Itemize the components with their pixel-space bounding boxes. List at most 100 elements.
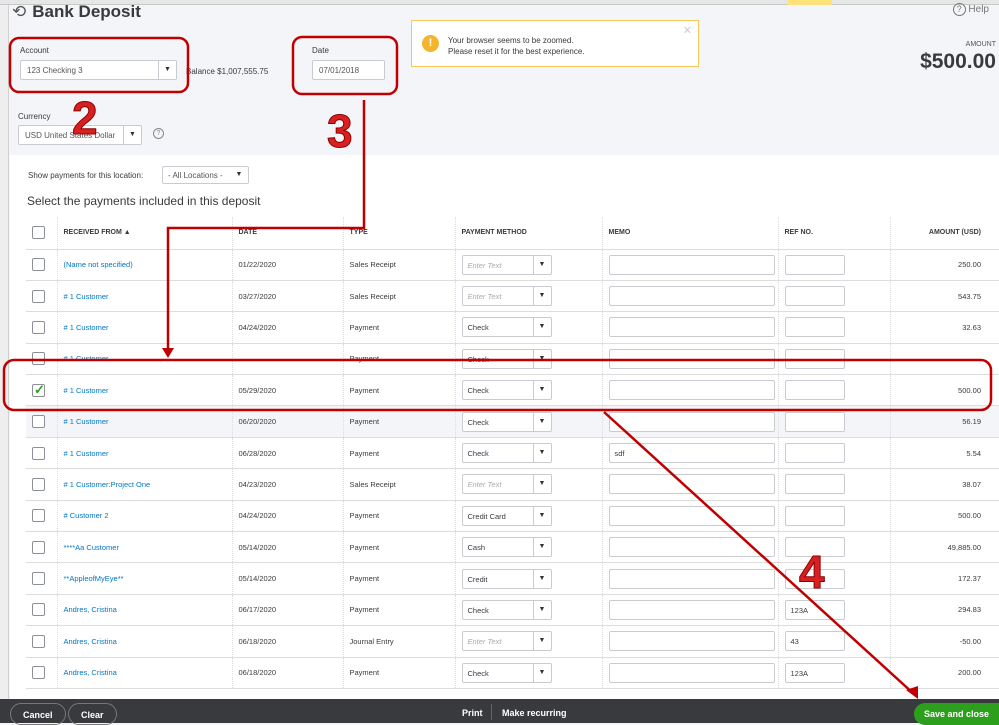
date-input[interactable]: 07/01/2018	[312, 60, 385, 80]
payment-method-select[interactable]: Enter Text ▼	[461, 286, 552, 307]
ref-no-input[interactable]	[784, 505, 845, 526]
ref-no-input[interactable]: 123A	[784, 599, 845, 620]
row-checkbox[interactable]	[32, 666, 45, 680]
close-icon[interactable]: ✕	[682, 25, 692, 37]
col-memo[interactable]: MEMO	[602, 217, 779, 250]
payment-method-select[interactable]: Cash ▼	[461, 537, 552, 558]
table-row[interactable]: # 1 Customer 04/24/2020 Payment Check ▼ 3…	[26, 311, 999, 344]
col-date[interactable]: DATE	[232, 217, 344, 250]
received-from-link[interactable]: (Name not specified)	[63, 260, 133, 270]
table-row[interactable]: # 1 Customer 06/20/2020 Payment Check ▼ 5…	[26, 405, 999, 438]
ref-no-input[interactable]: 43	[784, 631, 845, 652]
make-recurring-button[interactable]: Make recurring	[502, 708, 567, 718]
history-icon[interactable]: ⟲	[12, 2, 27, 21]
memo-input[interactable]	[608, 254, 775, 275]
received-from-link[interactable]: # 1 Customer	[63, 291, 109, 301]
chevron-down-icon[interactable]: ▼	[532, 349, 551, 368]
table-row[interactable]: # 1 Customer Payment Check ▼	[26, 343, 999, 376]
table-row[interactable]: (Name not specified) 01/22/2020 Sales Re…	[26, 249, 999, 281]
received-from-link[interactable]: ****Aa Customer	[63, 542, 119, 552]
chevron-down-icon[interactable]: ▼	[532, 569, 551, 588]
ref-no-input[interactable]	[784, 380, 845, 401]
table-row[interactable]: # 1 Customer 03/27/2020 Sales Receipt En…	[26, 280, 999, 313]
received-from-link[interactable]: # 1 Customer	[63, 354, 109, 364]
payment-method-select[interactable]: Check ▼	[461, 317, 552, 338]
received-from-link[interactable]: # 1 Customer:Project One	[63, 479, 151, 489]
table-row[interactable]: # 1 Customer 06/28/2020 Payment Check ▼ s…	[26, 437, 999, 470]
row-checkbox[interactable]	[32, 258, 45, 272]
chevron-down-icon[interactable]: ▼	[532, 444, 551, 463]
chevron-down-icon[interactable]: ▼	[235, 171, 243, 178]
chevron-down-icon[interactable]: ▼	[532, 255, 551, 274]
print-button[interactable]: Print	[462, 708, 483, 718]
row-checkbox[interactable]	[32, 634, 45, 648]
currency-select[interactable]: USD United States Dollar ▼	[18, 125, 142, 145]
payment-method-select[interactable]: Check ▼	[461, 411, 552, 432]
chevron-down-icon[interactable]: ▼	[158, 61, 176, 79]
received-from-link[interactable]: # 1 Customer	[63, 448, 109, 458]
payment-method-select[interactable]: Check ▼	[461, 380, 552, 401]
help-circle-icon[interactable]: ?	[153, 128, 164, 139]
col-payment-method[interactable]: PAYMENT METHOD	[455, 217, 603, 250]
received-from-link[interactable]: # 1 Customer	[63, 385, 109, 395]
ref-no-input[interactable]	[784, 537, 845, 558]
memo-input[interactable]	[608, 631, 775, 652]
memo-input[interactable]: sdf	[608, 443, 775, 464]
account-select[interactable]: 123 Checking 3 ▼	[20, 60, 177, 80]
col-type[interactable]: TYPE	[343, 217, 456, 250]
table-row[interactable]: **AppleofMyEye** 05/14/2020 Payment Cred…	[26, 562, 999, 595]
ref-no-input[interactable]	[784, 254, 845, 275]
table-row[interactable]: # 1 Customer 05/29/2020 Payment Check ▼ 5…	[26, 374, 999, 407]
chevron-down-icon[interactable]: ▼	[532, 381, 551, 400]
row-checkbox[interactable]	[32, 320, 45, 334]
memo-input[interactable]	[608, 474, 775, 495]
memo-input[interactable]	[608, 317, 775, 338]
payment-method-select[interactable]: Credit ▼	[461, 568, 552, 589]
col-ref-no[interactable]: REF NO.	[778, 217, 891, 250]
chevron-down-icon[interactable]: ▼	[532, 538, 551, 557]
chevron-down-icon[interactable]: ▼	[532, 506, 551, 525]
payment-method-select[interactable]: Check ▼	[461, 348, 552, 369]
chevron-down-icon[interactable]: ▼	[532, 600, 551, 619]
row-checkbox[interactable]	[32, 540, 45, 554]
chevron-down-icon[interactable]: ▼	[123, 126, 141, 144]
payment-method-select[interactable]: Check ▼	[461, 662, 552, 683]
memo-input[interactable]	[608, 599, 775, 620]
ref-no-input[interactable]	[784, 411, 845, 432]
row-checkbox[interactable]	[32, 415, 45, 429]
memo-input[interactable]	[608, 662, 775, 683]
table-row[interactable]: Andres, Cristina 06/17/2020 Payment Chec…	[26, 594, 999, 627]
received-from-link[interactable]: Andres, Cristina	[63, 668, 117, 678]
ref-no-input[interactable]	[784, 474, 845, 495]
select-all-checkbox[interactable]	[32, 226, 45, 240]
row-checkbox[interactable]	[32, 352, 45, 366]
memo-input[interactable]	[608, 380, 775, 401]
table-row[interactable]: ****Aa Customer 05/14/2020 Payment Cash ▼…	[26, 531, 999, 564]
cancel-button[interactable]: Cancel	[10, 703, 66, 725]
row-checkbox[interactable]	[32, 289, 45, 303]
ref-no-input[interactable]	[784, 286, 845, 307]
clear-button[interactable]: Clear	[68, 703, 117, 725]
memo-input[interactable]	[608, 568, 775, 589]
memo-input[interactable]	[608, 505, 775, 526]
row-checkbox[interactable]	[32, 509, 45, 523]
received-from-link[interactable]: **AppleofMyEye**	[63, 574, 124, 584]
ref-no-input[interactable]: 123A	[784, 662, 845, 683]
memo-input[interactable]	[608, 537, 775, 558]
col-amount[interactable]: AMOUNT (USD)	[890, 217, 999, 250]
chevron-down-icon[interactable]: ▼	[532, 318, 551, 337]
row-checkbox[interactable]	[32, 477, 45, 491]
ref-no-input[interactable]	[784, 317, 845, 338]
received-from-link[interactable]: # 1 Customer	[63, 417, 109, 427]
payment-method-select[interactable]: Enter Text ▼	[461, 631, 552, 652]
ref-no-input[interactable]	[784, 443, 845, 464]
payment-method-select[interactable]: Check ▼	[461, 599, 552, 620]
row-checkbox[interactable]	[32, 382, 45, 398]
chevron-down-icon[interactable]: ▼	[532, 632, 551, 651]
ref-no-input[interactable]	[784, 568, 845, 589]
location-select[interactable]: - All Locations - ▼	[162, 166, 249, 184]
row-checkbox[interactable]	[32, 446, 45, 460]
received-from-link[interactable]: Andres, Cristina	[63, 605, 117, 615]
received-from-link[interactable]: # 1 Customer	[63, 322, 109, 332]
memo-input[interactable]	[608, 348, 775, 369]
